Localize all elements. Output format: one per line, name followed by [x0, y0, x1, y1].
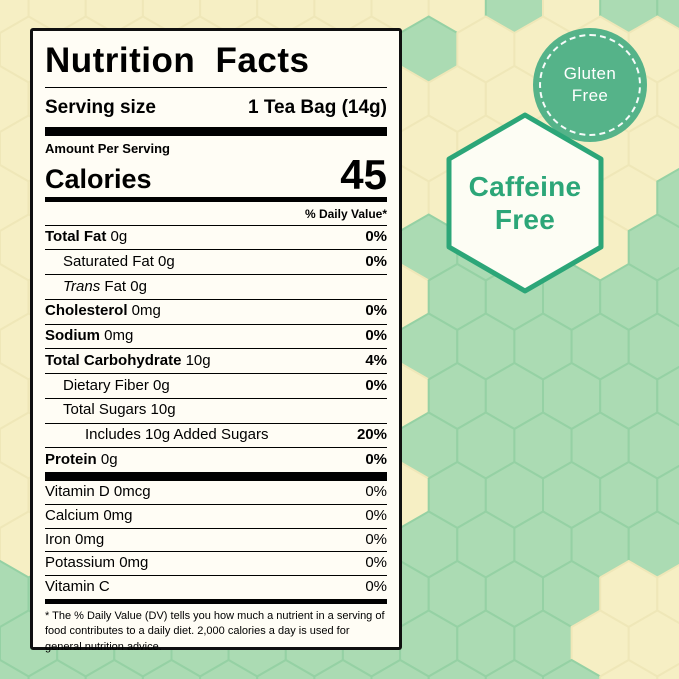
- calories-row: Calories 45: [45, 151, 387, 199]
- caffeine-free-line2: Free: [494, 204, 556, 235]
- nutrient-row: Potassium 0mg 0%: [45, 551, 387, 575]
- serving-size-row: Serving size 1 Tea Bag (14g): [45, 88, 387, 127]
- amount-per-serving-label: Amount Per Serving: [45, 141, 170, 157]
- nutrient-row: Total Fat 0g 0%: [45, 224, 387, 250]
- gluten-free-badge: Gluten Free: [533, 28, 647, 142]
- nutrient-row: Protein 0g 0%: [45, 447, 387, 472]
- gluten-free-text: Gluten Free: [564, 63, 617, 107]
- nutrition-facts-label: Nutrition Facts Serving size 1 Tea Bag (…: [30, 28, 402, 653]
- caffeine-free-text: Caffeine Free: [437, 103, 613, 303]
- dashed-ring: [539, 34, 641, 136]
- separator-bar-medium: [45, 598, 387, 604]
- nutrient-row: Dietary Fiber 0g 0%: [45, 373, 387, 398]
- divider: [45, 87, 387, 89]
- nutrient-row: Vitamin C 0%: [45, 575, 387, 599]
- caffeine-free-badge: Caffeine Free: [437, 103, 613, 303]
- serving-size-value: 1 Tea Bag (14g): [247, 97, 387, 119]
- separator-bar-medium: [45, 196, 387, 202]
- nutrient-row: Saturated Fat 0g 0%: [45, 249, 387, 274]
- vitamin-rows: Vitamin D 0mcg 0% Calcium 0mg 0% Iron 0mg 0% P…: [45, 481, 387, 599]
- nutrient-row: Sodium 0mg 0%: [45, 323, 387, 349]
- nutrient-row: Includes 10g Added Sugars 20%: [45, 422, 387, 448]
- nutrient-row: Total Sugars 10g: [45, 397, 387, 423]
- calories-value: 45: [340, 151, 387, 199]
- daily-value-header: % Daily Value*: [304, 206, 387, 221]
- gluten-free-line1: Gluten: [563, 63, 617, 83]
- gluten-free-line2: Free: [571, 86, 609, 105]
- nutrition-facts-title: Nutrition Facts: [45, 41, 310, 80]
- nutrient-row: Trans Fat 0g: [45, 274, 387, 299]
- separator-bar-thick: [45, 127, 387, 137]
- main-rows: Total Fat 0g 0% Saturated Fat 0g 0% Trans Fa…: [45, 224, 387, 473]
- serving-size-label: Serving size: [45, 97, 156, 119]
- footnote: * The % Daily Value (DV) tells you how m…: [45, 609, 385, 653]
- nutrient-row: Calcium 0mg 0%: [45, 503, 387, 528]
- nutrient-row: Vitamin D 0mcg 0%: [45, 483, 387, 501]
- nutrient-row: Total Carbohydrate 10g 4%: [45, 348, 387, 373]
- nutrient-row: Iron 0mg 0%: [45, 527, 387, 552]
- nutrient-row: Cholesterol 0mg 0%: [45, 298, 387, 324]
- caffeine-free-line1: Caffeine: [468, 170, 582, 202]
- calories-label: Calories: [45, 163, 152, 194]
- caffeine-hexagon-shape: [446, 112, 604, 294]
- separator-bar-thick: [45, 472, 387, 482]
